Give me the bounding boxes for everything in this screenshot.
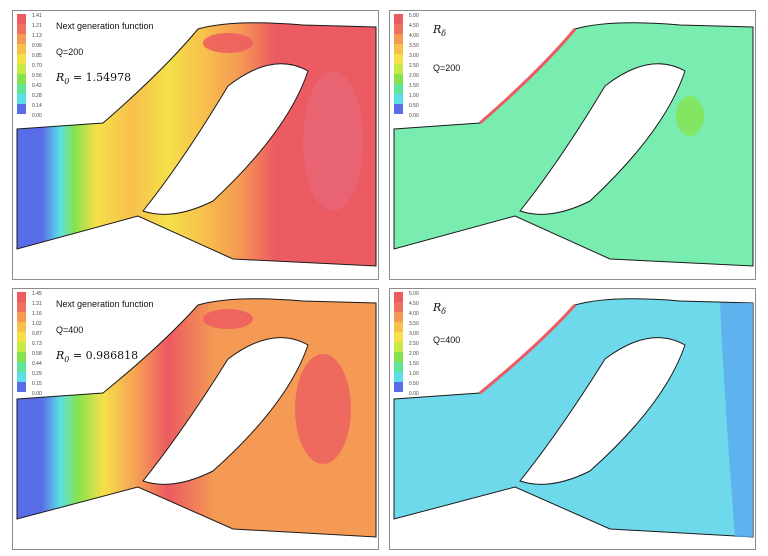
r0-label: R0 = 1.54978 [56, 71, 132, 87]
colorbar-tick: 0.73 [32, 341, 42, 347]
hotspot-region [203, 33, 253, 53]
colorbar-tick: 0.50 [409, 381, 419, 387]
boundary-layer [479, 28, 577, 125]
boundary-layer [479, 303, 577, 395]
colorbar-tick: 2.00 [409, 351, 419, 357]
obstacle-hole [142, 63, 309, 215]
colorbar-tick: 2.50 [409, 341, 419, 347]
low-value-band [720, 303, 753, 537]
colorbar-tick: 0.85 [32, 53, 42, 59]
colorbar-rdelta-q200: 5.00 4.50 4.00 3.50 3.00 2.50 2.00 1.50 … [394, 14, 419, 119]
colorbar-tick: 1.21 [32, 23, 42, 29]
colorbar-tick: 2.00 [409, 73, 419, 79]
q-label: Q=400 [56, 325, 84, 335]
colorbar-ngf-q400: 1.45 1.31 1.16 1.02 0.87 0.73 0.58 0.44 … [17, 292, 42, 397]
colorbar-tick: 1.16 [32, 311, 42, 317]
colorbar-tick: 4.50 [409, 301, 419, 307]
panel-rdelta-q400: 5.00 4.50 4.00 3.50 3.00 2.50 2.00 1.50 … [389, 288, 756, 550]
colorbar-tick: 0.56 [32, 73, 42, 79]
obstacle-hole [519, 337, 686, 485]
colorbar-tick: 1.50 [409, 83, 419, 89]
colorbar-tick: 2.50 [409, 63, 419, 69]
hotspot-region [295, 354, 351, 464]
q-label: Q=200 [433, 63, 461, 73]
contour-plot-ngf-q200 [16, 22, 377, 267]
colorbar-tick: 5.00 [409, 13, 419, 19]
colorbar-ngf-q200: 1.41 1.21 1.13 0.99 0.85 0.70 0.56 0.42 … [17, 14, 42, 119]
panel-ngf-q400: 1.45 1.31 1.16 1.02 0.87 0.73 0.58 0.44 … [12, 288, 379, 550]
colorbar-tick: 0.00 [409, 113, 419, 119]
colorbar-tick: 0.87 [32, 331, 42, 337]
r0-label: R0 = 0.986818 [56, 349, 139, 365]
colorbar-tick: 0.00 [32, 391, 42, 397]
colorbar-tick: 1.45 [32, 291, 42, 297]
colorbar-tick: 1.31 [32, 301, 42, 307]
colorbar-tick: 4.00 [409, 311, 419, 317]
colorbar-tick: 0.44 [32, 361, 42, 367]
vortex-region [676, 96, 704, 136]
colorbar-tick: 1.00 [409, 371, 419, 377]
obstacle-hole [519, 63, 686, 215]
contour-plot-ngf-q400 [16, 298, 377, 538]
colorbar-tick: 0.99 [32, 43, 42, 49]
colorbar-tick: 1.00 [409, 93, 419, 99]
colorbar-tick: 0.42 [32, 83, 42, 89]
colorbar-tick: 0.58 [32, 351, 42, 357]
colorbar-tick: 1.50 [409, 361, 419, 367]
colorbar-tick: 3.00 [409, 331, 419, 337]
colorbar-tick: 4.00 [409, 33, 419, 39]
colorbar-tick: 3.50 [409, 321, 419, 327]
panel-title: Rδ [433, 23, 447, 39]
q-label: Q=200 [56, 47, 84, 57]
colorbar-tick: 1.02 [32, 321, 42, 327]
colorbar-tick: 4.50 [409, 23, 419, 29]
panel-title: Next generation function [56, 21, 154, 31]
colorbar-tick: 0.14 [32, 103, 42, 109]
colorbar-tick: 0.29 [32, 371, 42, 377]
panel-title: Rδ [433, 301, 447, 317]
colorbar-tick: 0.28 [32, 93, 42, 99]
colorbar-tick: 3.50 [409, 43, 419, 49]
colorbar-tick: 0.70 [32, 63, 42, 69]
contour-plot-rdelta-q200 [393, 22, 754, 267]
obstacle-hole [142, 337, 309, 485]
colorbar-tick: 3.00 [409, 53, 419, 59]
q-label: Q=400 [433, 335, 461, 345]
contour-plot-rdelta-q400 [393, 298, 754, 538]
colorbar-tick: 0.50 [409, 103, 419, 109]
panel-rdelta-q200: 5.00 4.50 4.00 3.50 3.00 2.50 2.00 1.50 … [389, 10, 756, 280]
colorbar-rdelta-q400: 5.00 4.50 4.00 3.50 3.00 2.50 2.00 1.50 … [394, 292, 419, 397]
panel-ngf-q200: 1.41 1.21 1.13 0.99 0.85 0.70 0.56 0.42 … [12, 10, 379, 280]
colorbar-tick: 5.00 [409, 291, 419, 297]
panel-title: Next generation function [56, 299, 154, 309]
colorbar-tick: 1.41 [32, 13, 42, 19]
colorbar-tick: 1.13 [32, 33, 42, 39]
colorbar-tick: 0.00 [32, 113, 42, 119]
hotspot-region [303, 71, 363, 211]
hotspot-region [203, 309, 253, 329]
colorbar-tick: 0.00 [409, 391, 419, 397]
colorbar-tick: 0.15 [32, 381, 42, 387]
